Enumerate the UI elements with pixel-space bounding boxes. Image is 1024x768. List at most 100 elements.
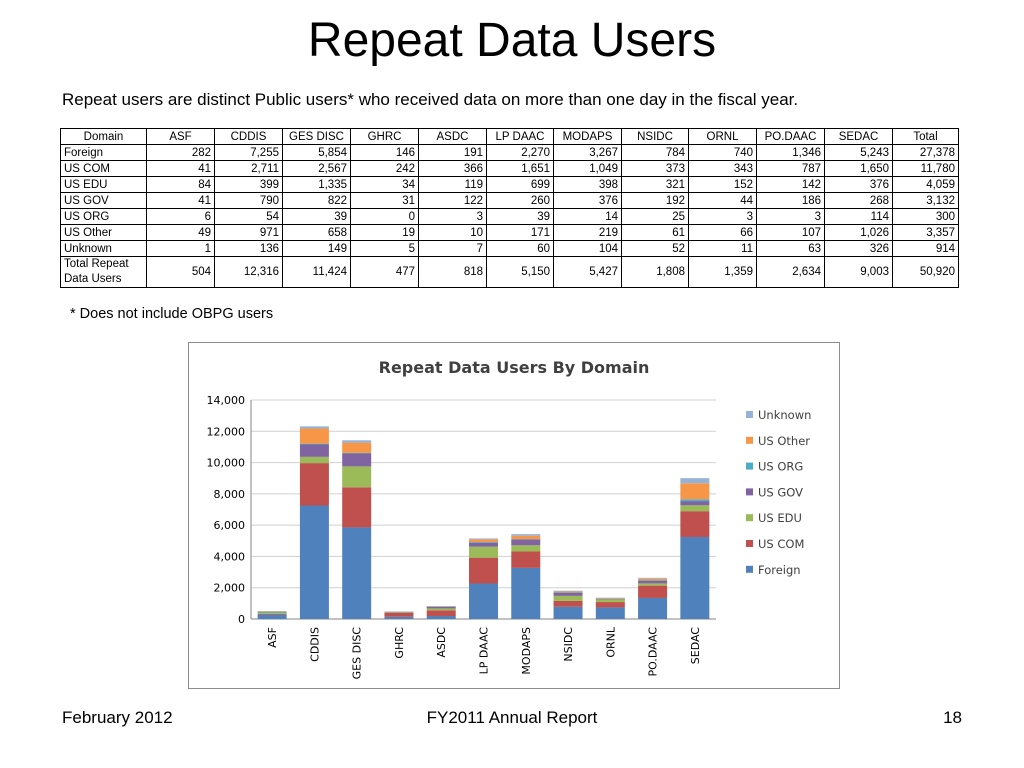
table-cell: 44: [688, 192, 757, 209]
bar-segment: [299, 428, 329, 444]
bar-segment: [299, 426, 329, 429]
bar-segment: [342, 442, 372, 453]
legend-label: Foreign: [758, 563, 801, 577]
bar-segment: [426, 616, 456, 619]
table-column-header: ASF: [146, 128, 215, 145]
bar-segment: [469, 583, 498, 619]
table-cell: 63: [756, 240, 825, 257]
table-cell: 784: [621, 144, 689, 161]
table-cell: 268: [824, 192, 893, 209]
table-cell: 658: [282, 224, 351, 241]
bar-segment: [553, 591, 583, 593]
table-row: US GOV 41 790 822 31 122 260 376 192 44 186 268 3,13…: [60, 192, 959, 209]
bar-segment: [680, 501, 710, 506]
table-cell: 914: [892, 240, 959, 257]
legend-swatch: [746, 540, 753, 547]
table-column-header: LP DAAC: [486, 128, 554, 145]
x-tick-label: GHRC: [393, 627, 406, 659]
table-cell: 971: [214, 224, 283, 241]
bar-segment: [342, 527, 372, 619]
bar-segment: [680, 505, 710, 512]
bar-segment: [511, 551, 541, 568]
table-cell: 50,920: [892, 256, 959, 288]
y-tick-label: 10,000: [207, 457, 246, 470]
table-cell: 260: [486, 192, 554, 209]
table-cell: 398: [553, 176, 622, 193]
bar-segment: [426, 606, 456, 609]
table-cell: 5: [350, 240, 419, 257]
table-cell: 66: [688, 224, 757, 241]
table-cell: 326: [824, 240, 893, 257]
data-table-container: Domain ASF CDDIS GES DISC GHRC ASDC LP DAAC MO…: [60, 128, 959, 288]
table-cell: 10: [418, 224, 487, 241]
table-cell: 31: [350, 192, 419, 209]
table-row: US Other 49 971 658 19 10 171 219 61 66 107 1,026 3,…: [60, 224, 959, 241]
y-tick-label: 12,000: [207, 425, 246, 438]
table-cell: 49: [146, 224, 215, 241]
bar-segment: [342, 466, 372, 488]
footer-report-name: FY2011 Annual Report: [426, 708, 598, 727]
legend-swatch: [746, 565, 753, 573]
table-column-header: ORNL: [688, 128, 757, 145]
table-cell: 5,150: [486, 256, 554, 288]
table-column-header: GHRC: [350, 128, 419, 145]
table-cell: 300: [892, 208, 959, 225]
table-cell: 5,427: [553, 256, 622, 288]
table-cell: 61: [621, 224, 689, 241]
legend-label: US Other: [758, 434, 810, 448]
bar-segment: [595, 597, 625, 599]
bar-segment: [638, 578, 668, 581]
table-cell: 1,335: [282, 176, 351, 193]
table-row-label: Unknown: [60, 240, 147, 257]
table-cell: 34: [350, 176, 419, 193]
bar-segment: [342, 440, 372, 443]
bar-segment: [384, 611, 414, 613]
table-cell: 4,059: [892, 176, 959, 193]
table-column-header: NSIDC: [621, 128, 689, 145]
table-cell: 186: [756, 192, 825, 209]
table-cell: 1,346: [756, 144, 825, 161]
table-cell: 1,651: [486, 160, 554, 177]
bar-segment: [469, 539, 498, 543]
table-cell: 3,267: [553, 144, 622, 161]
bar-segment: [638, 580, 668, 581]
table-row-label: US Other: [60, 224, 147, 241]
table-cell: 41: [146, 160, 215, 177]
table-cell: 321: [621, 176, 689, 193]
repeat-users-table: Domain ASF CDDIS GES DISC GHRC ASDC LP DAAC MO…: [60, 128, 959, 288]
y-tick-label: 4,000: [214, 550, 246, 563]
bar-segment: [638, 577, 668, 579]
chart-title: Repeat Data Users By Domain: [379, 358, 650, 377]
table-row: US COM 41 2,711 2,567 242 366 1,651 1,049 373 343…: [60, 160, 959, 177]
bar-segment: [511, 539, 541, 540]
table-column-header: Total: [892, 128, 959, 145]
table-cell: 9,003: [824, 256, 893, 288]
table-cell: 41: [146, 192, 215, 209]
x-tick-label: NSIDC: [562, 627, 575, 662]
legend-label: US GOV: [758, 485, 803, 499]
table-cell: 242: [350, 160, 419, 177]
bar-segment: [595, 599, 625, 603]
y-tick-label: 14,000: [207, 394, 246, 407]
bar-segment: [342, 487, 372, 528]
bar-segment: [384, 612, 414, 613]
table-cell: 366: [418, 160, 487, 177]
footer-date: February 2012: [62, 708, 173, 727]
bar-segment: [553, 600, 583, 607]
table-row-label: Foreign: [60, 144, 147, 161]
table-cell: 787: [756, 160, 825, 177]
bar-segment: [595, 597, 625, 599]
table-cell: 104: [553, 240, 622, 257]
subtitle: Repeat users are distinct Public users* …: [62, 90, 799, 109]
table-cell: 171: [486, 224, 554, 241]
table-cell: 3: [688, 208, 757, 225]
bar-segment: [638, 580, 668, 584]
table-cell: 11,780: [892, 160, 959, 177]
table-row-label: US GOV: [60, 192, 147, 209]
bar-segment: [299, 443, 329, 445]
bar-segment: [384, 611, 414, 613]
legend-swatch: [746, 462, 753, 470]
legend-swatch: [746, 488, 753, 496]
table-cell: 219: [553, 224, 622, 241]
table-row-label: Total Repeat Data Users: [60, 256, 147, 288]
